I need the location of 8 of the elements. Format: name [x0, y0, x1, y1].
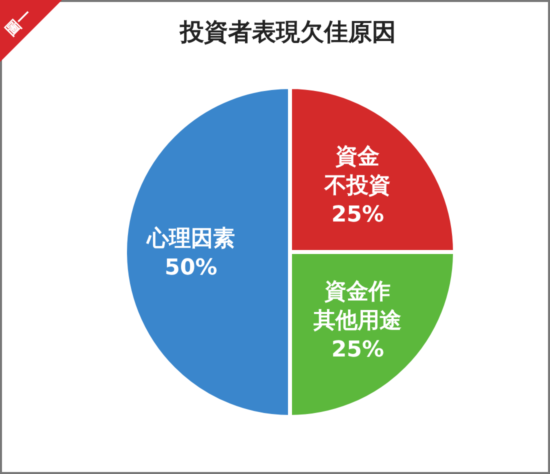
- slice-label: 心理因素: [146, 226, 235, 252]
- corner-tag: 圖一: [0, 0, 62, 62]
- chart-title: 投資者表現欠佳原因: [179, 18, 396, 46]
- data-label: 25%: [331, 202, 384, 228]
- slice-label: 資金作其他用途: [312, 280, 402, 334]
- data-label: 25%: [331, 338, 384, 363]
- slice-label: 資金不投資: [324, 144, 391, 198]
- data-label: 50%: [164, 256, 218, 280]
